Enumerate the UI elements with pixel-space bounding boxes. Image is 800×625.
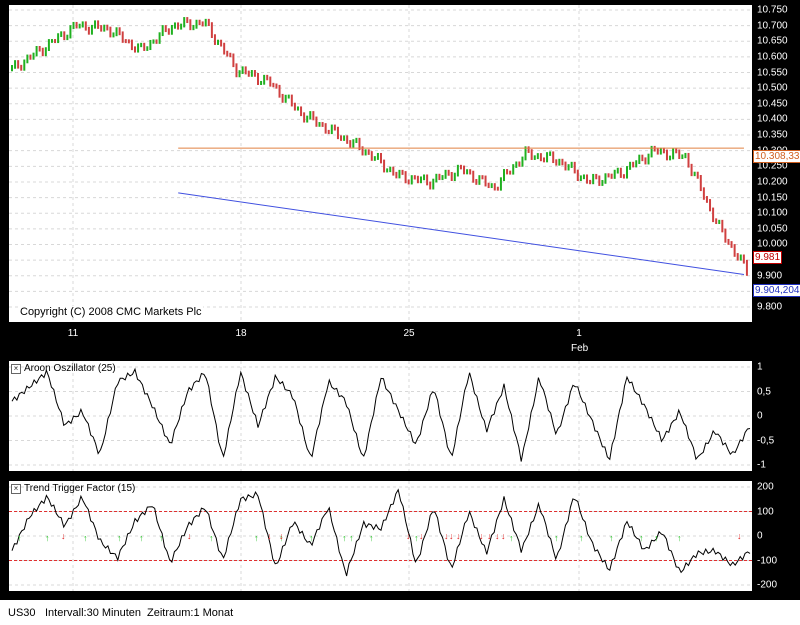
y-tick-label: 10.100	[757, 207, 788, 219]
status-bar: US30 Intervall:30 Minuten Zeitraum:1 Mon…	[0, 600, 800, 625]
sell-signal-icon: ↓	[267, 531, 272, 541]
ttf-title: × Trend Trigger Factor (15)	[11, 483, 135, 494]
buy-signal-icon: ↑	[83, 533, 88, 543]
support-price-label: 9.904,204	[753, 284, 800, 297]
close-icon[interactable]: ×	[11, 364, 21, 374]
y-tick-label: 10.550	[757, 67, 788, 79]
ttf-title-text: Trend Trigger Factor (15)	[24, 483, 136, 494]
y-tick-label: 200	[757, 481, 774, 493]
buy-signal-icon: ↑	[139, 533, 144, 543]
y-tick-label: 10.500	[757, 82, 788, 94]
buy-signal-icon: ↑	[509, 533, 514, 543]
x-tick-label: 1	[576, 328, 582, 339]
price-chart-svg	[9, 5, 752, 322]
price-y-axis: 10.750 10.700 10.650 10.600 10.550 10.500 10.4…	[753, 5, 800, 322]
buy-signal-icon: ↑	[349, 533, 354, 543]
symbol-text: US30	[8, 607, 36, 619]
ttf-chart-svg: ↑ ↑ ↑ ↑ ↑ ↑ ↑ ↑ ↑ ↑ ↑ ↑ ↑ ↑ ↑ ↑ ↑ ↑ ↑ ↑ ↑↓ ↓ ↓ ↓ ↓ ↓ ↓ ↓ ↓ ↓ ↓ ↓ ↓ ↓	[9, 481, 752, 591]
y-tick-label: -0,5	[757, 435, 775, 446]
trend-trigger-factor-panel[interactable]: ↑ ↑ ↑ ↑ ↑ ↑ ↑ ↑ ↑ ↑ ↑ ↑ ↑ ↑ ↑ ↑ ↑ ↑ ↑ ↑ ↑ ↓ ↓ ↓ ↓ ↓ ↓ ↓ ↓ ↓ ↓ ↓ ↓ ↓ ↓ × Tre…	[9, 481, 752, 591]
y-tick-label: 1	[757, 361, 763, 373]
y-tick-label: 10.650	[757, 35, 788, 47]
y-tick-label: 10.000	[757, 238, 788, 250]
aroon-title-text: Aroon Oszillator (25)	[24, 363, 116, 374]
copyright-text: Copyright (C) 2008 CMC Markets Plc	[19, 306, 203, 318]
sell-signal-icon: ↓	[479, 531, 484, 541]
y-tick-label: 10.700	[757, 20, 788, 32]
buy-signal-icon: ↑	[654, 533, 659, 543]
buy-signal-icon: ↑	[45, 533, 50, 543]
y-tick-label: 10.600	[757, 51, 788, 63]
sell-signal-icon: ↓	[449, 531, 454, 541]
y-tick-label: 10.350	[757, 129, 788, 141]
buy-signal-icon: ↑	[554, 533, 559, 543]
sell-signal-icon: ↓	[495, 531, 500, 541]
price-chart-panel[interactable]: Copyright (C) 2008 CMC Markets Plc	[9, 5, 752, 322]
y-tick-label: 10.150	[757, 192, 788, 204]
buy-signal-icon: ↑	[279, 533, 284, 543]
sell-signal-icon: ↓	[444, 531, 449, 541]
sell-signal-icon: ↓	[501, 531, 506, 541]
y-tick-label: 10.050	[757, 223, 788, 235]
buy-signal-icon: ↑	[369, 533, 374, 543]
aroon-y-axis: 1 0,5 0 -0,5 -1	[753, 361, 800, 471]
sell-signal-icon: ↓	[737, 531, 742, 541]
x-tick-label: 18	[235, 328, 247, 339]
buy-signal-icon: ↑	[209, 533, 214, 543]
buy-signal-icon: ↑	[254, 533, 259, 543]
resistance-price-label: 10.308,33	[753, 150, 800, 163]
buy-signal-icon: ↑	[579, 533, 584, 543]
indicator-line	[11, 367, 751, 462]
buy-signal-icon: ↑	[414, 533, 419, 543]
sell-signal-icon: ↓	[187, 531, 192, 541]
buy-signal-icon: ↑	[117, 533, 122, 543]
y-tick-label: 100	[757, 506, 774, 517]
price-x-axis: 11 18 25 1 Feb	[9, 326, 752, 356]
buy-signal-icon: ↑	[342, 533, 347, 543]
buy-signal-icon: ↑	[609, 533, 614, 543]
y-tick-label: 9.800	[757, 301, 783, 313]
y-tick-label: -200	[757, 579, 778, 591]
x-tick-label: 11	[67, 328, 79, 339]
indicator-line	[11, 488, 751, 577]
buy-signal-icon: ↑	[309, 533, 314, 543]
y-tick-label: 9.900	[757, 270, 783, 282]
y-tick-label: 10.250	[757, 160, 788, 172]
sell-signal-icon: ↓	[419, 531, 424, 541]
sell-signal-icon: ↓	[456, 531, 461, 541]
sell-signal-icon: ↓	[406, 531, 411, 541]
y-tick-label: -100	[757, 555, 778, 566]
y-tick-label: 0,5	[757, 386, 771, 397]
close-icon[interactable]: ×	[11, 484, 21, 494]
aroon-title: × Aroon Oszillator (25)	[11, 363, 116, 374]
sell-signal-icon: ↓	[61, 531, 66, 541]
buy-signal-icon: ↑	[17, 533, 22, 543]
buy-signal-icon: ↑	[677, 533, 682, 543]
y-tick-label: 0	[757, 530, 763, 542]
y-tick-label: 10.450	[757, 98, 788, 110]
y-tick-label: 10.400	[757, 113, 788, 125]
y-tick-label: -1	[757, 459, 766, 471]
x-month-label: Feb	[571, 343, 589, 354]
support-line	[178, 192, 745, 275]
y-tick-label: 10.200	[757, 176, 788, 188]
buy-signal-icon: ↑	[639, 533, 644, 543]
aroon-chart-svg	[9, 361, 752, 471]
x-tick-label: 25	[403, 328, 415, 339]
aroon-oscillator-panel[interactable]: × Aroon Oszillator (25)	[9, 361, 752, 471]
sell-signal-icon: ↓	[487, 531, 492, 541]
last-price-label: 9.981	[753, 251, 783, 264]
interval-text: Intervall:30 Minuten	[45, 607, 141, 619]
y-tick-label: 0	[757, 410, 763, 422]
period-text: Zeitraum:1 Monat	[147, 607, 234, 619]
sell-signal-icon: ↓	[279, 531, 284, 541]
ttf-y-axis: 200 100 0 -100 -200	[753, 481, 800, 591]
y-tick-label: 10.750	[757, 4, 788, 16]
buy-signal-icon: ↑	[159, 533, 164, 543]
